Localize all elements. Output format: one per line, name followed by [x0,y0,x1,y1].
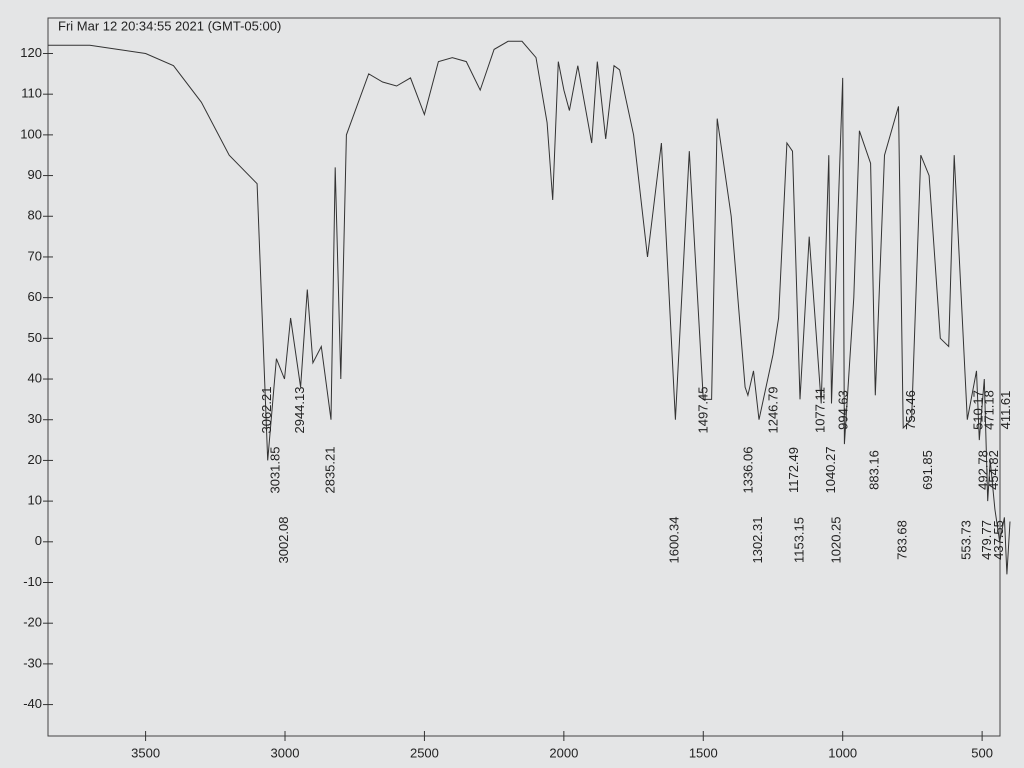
y-tick-label: 90 [28,167,42,182]
y-tick-label: -40 [23,696,42,711]
y-tick-label: 50 [28,330,42,345]
y-tick-label: 110 [21,86,42,101]
peak-label: 1497.45 [695,387,710,434]
peak-label: 3031.85 [268,447,283,494]
peak-label: 553.73 [959,520,974,560]
spectrum-line [48,40,1011,575]
peak-label: 1302.31 [750,517,765,564]
peak-label: 510.17 [971,390,986,430]
peak-label: 1246.79 [765,387,780,434]
y-tick-label: 0 [35,533,42,548]
peak-label: 691.85 [920,450,935,490]
y-tick-label: -10 [23,574,42,589]
peak-label: 3062.21 [259,387,274,434]
peak-label: 1336.06 [740,447,755,494]
y-tick-label: 40 [28,370,42,385]
peak-label: 753.46 [903,390,918,430]
peak-label: 1172.49 [786,447,801,493]
peak-label: 479.77 [979,520,994,560]
peak-label: 471.18 [982,390,997,430]
y-tick-label: 10 [28,493,42,508]
y-tick-label: -30 [23,655,42,670]
x-tick-label: 2000 [549,745,578,760]
peak-label: 454.82 [986,450,1001,490]
x-tick-label: 1000 [828,745,857,760]
peak-label: 1040.27 [823,447,838,494]
peak-label: 1020.25 [828,517,843,564]
plot-frame [47,17,1001,737]
peak-label: 1600.34 [667,517,682,564]
x-tick-label: 2500 [410,745,439,760]
y-tick-label: -20 [23,615,42,630]
y-tick-label: 70 [28,248,42,263]
y-tick-label: 20 [28,452,42,467]
peak-label: 1077.11 [813,387,828,433]
peak-label: 883.16 [867,450,882,490]
peak-label: 2944.13 [292,387,307,434]
y-tick-label: 60 [28,289,42,304]
peak-label: 3002.08 [276,517,291,564]
peak-label: 411.61 [998,391,1013,430]
peak-label: 1153.15 [791,517,806,563]
x-tick-label: 3500 [131,745,160,760]
peak-label: 994.63 [836,390,851,430]
y-tick-label: 100 [20,126,42,141]
y-tick-label: 120 [20,45,42,60]
peak-label: 2835.21 [322,447,337,494]
peak-label: 492.78 [976,450,991,490]
y-tick-label: 80 [28,208,42,223]
x-tick-label: 3000 [271,745,300,760]
peak-label: 437.55 [991,520,1006,560]
chart-title: Fri Mar 12 20:34:55 2021 (GMT-05:00) [58,18,281,33]
peak-label: 783.68 [894,520,909,560]
y-tick-label: 30 [28,411,42,426]
x-tick-label: 1500 [689,745,718,760]
x-tick-label: 500 [971,745,993,760]
